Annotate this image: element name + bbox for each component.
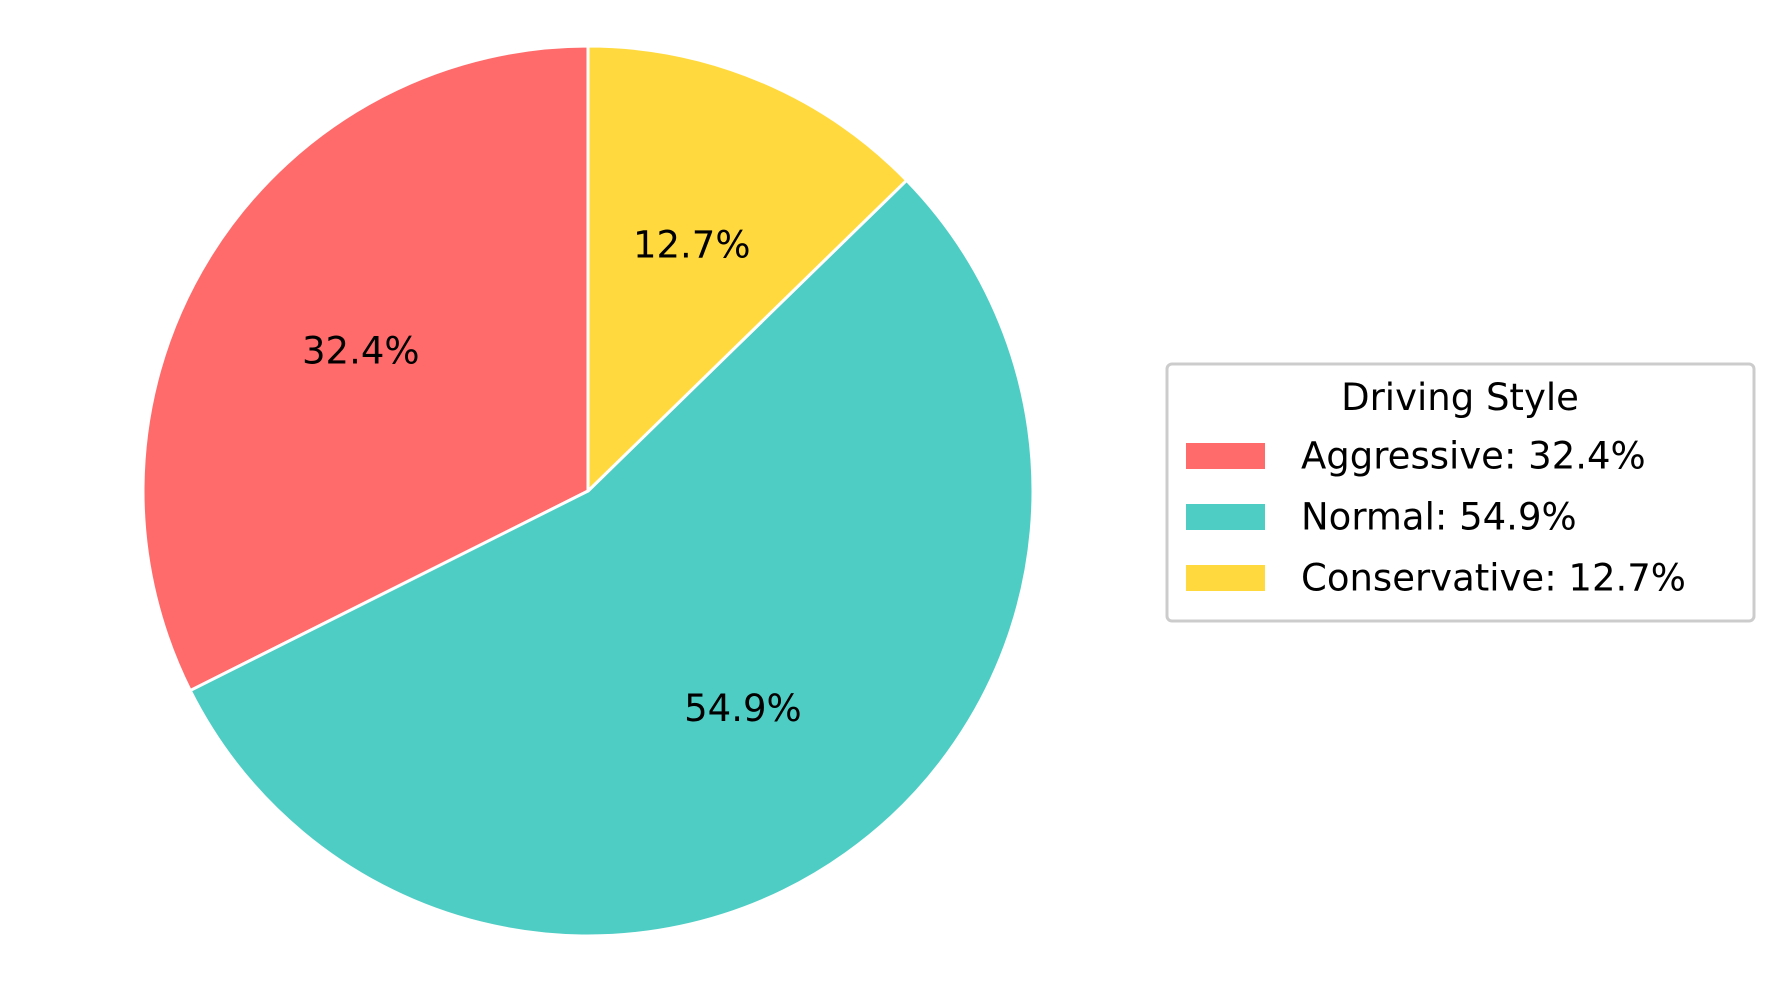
- legend-box: [1165, 362, 1756, 623]
- slice-label-aggressive: 32.4%: [302, 329, 420, 372]
- legend-label-aggressive: Aggressive: 32.4%: [1301, 435, 1646, 478]
- legend: Driving Style Aggressive: 32.4% Normal: 5…: [1165, 362, 1756, 623]
- pie-slice-normal: [188, 178, 1035, 938]
- legend-swatch-conservative: [1186, 565, 1265, 591]
- pie-slice-conservative: [586, 44, 909, 493]
- pie-group: 32.4% 54.9% 12.7%: [141, 44, 1035, 938]
- legend-label-normal: Normal: 54.9%: [1301, 496, 1577, 539]
- slice-label-normal: 54.9%: [684, 687, 802, 730]
- legend-swatch-aggressive: [1186, 443, 1265, 469]
- slice-label-conservative: 12.7%: [633, 223, 751, 266]
- legend-label-conservative: Conservative: 12.7%: [1301, 557, 1686, 600]
- legend-title: Driving Style: [1341, 376, 1579, 419]
- legend-swatch-normal: [1186, 504, 1265, 530]
- pie-slice-aggressive: [141, 44, 590, 693]
